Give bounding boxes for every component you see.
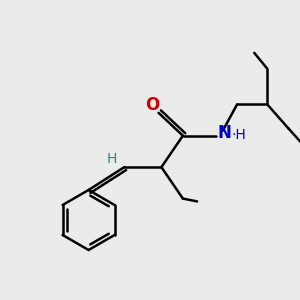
Text: H: H [107, 152, 118, 166]
Text: N: N [218, 124, 232, 142]
Text: O: O [145, 96, 159, 114]
Text: ·H: ·H [231, 128, 246, 142]
